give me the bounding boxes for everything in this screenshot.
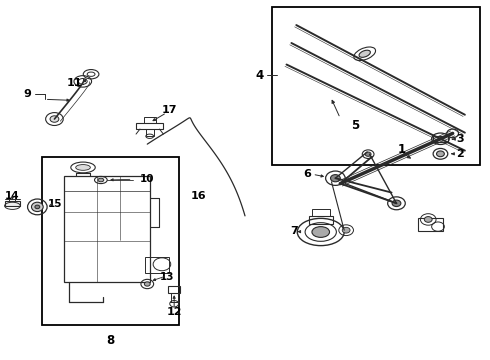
Ellipse shape <box>392 200 401 207</box>
Text: 13: 13 <box>160 272 174 282</box>
Text: 2: 2 <box>456 149 464 159</box>
Bar <box>64 176 150 282</box>
Ellipse shape <box>31 202 43 212</box>
Ellipse shape <box>365 152 371 156</box>
Text: 5: 5 <box>351 119 359 132</box>
Ellipse shape <box>331 175 340 182</box>
Ellipse shape <box>424 217 432 222</box>
Bar <box>168 286 180 293</box>
Bar <box>144 117 156 123</box>
Text: 9: 9 <box>24 89 31 99</box>
Text: 1: 1 <box>397 143 405 156</box>
Text: 6: 6 <box>303 168 311 179</box>
Bar <box>136 123 163 129</box>
Text: 12: 12 <box>167 307 182 316</box>
Text: 11: 11 <box>66 78 82 88</box>
Text: 4: 4 <box>255 69 264 82</box>
Ellipse shape <box>50 116 59 122</box>
Bar <box>4 201 20 206</box>
Bar <box>171 293 177 302</box>
Ellipse shape <box>75 165 90 170</box>
Text: 15: 15 <box>48 199 63 209</box>
Bar <box>145 257 169 273</box>
Text: 16: 16 <box>191 191 206 201</box>
Ellipse shape <box>359 50 370 57</box>
Text: 17: 17 <box>162 105 177 115</box>
Bar <box>146 129 154 135</box>
Text: 3: 3 <box>456 134 464 144</box>
Ellipse shape <box>98 178 104 182</box>
Bar <box>433 136 448 141</box>
Bar <box>42 157 179 325</box>
Ellipse shape <box>35 205 40 209</box>
Bar <box>272 7 480 165</box>
Text: 8: 8 <box>106 334 115 347</box>
Text: 10: 10 <box>140 174 154 184</box>
Bar <box>309 216 333 224</box>
Text: 7: 7 <box>290 226 298 236</box>
Ellipse shape <box>437 151 444 157</box>
Ellipse shape <box>312 226 330 237</box>
Text: 14: 14 <box>5 191 20 201</box>
Bar <box>312 209 330 216</box>
Ellipse shape <box>342 227 350 233</box>
Bar <box>418 218 443 231</box>
Ellipse shape <box>145 282 150 286</box>
